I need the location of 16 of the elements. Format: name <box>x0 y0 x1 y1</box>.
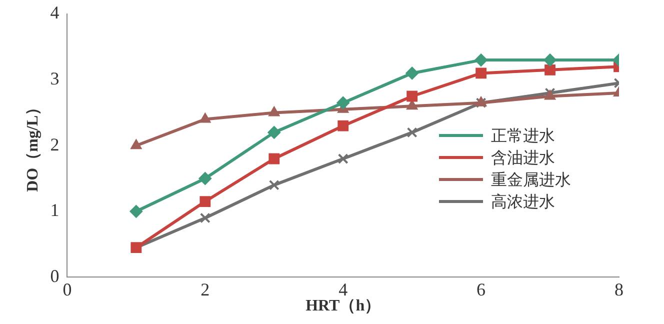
legend-label: 正常进水 <box>491 124 555 147</box>
x-tick-label: 4 <box>338 280 348 300</box>
x-axis-title: HRT（h） <box>306 298 381 315</box>
x-tick-label: 6 <box>476 280 486 300</box>
legend-label: 含油进水 <box>491 146 555 169</box>
x-tick-label: 2 <box>200 280 210 300</box>
x-tick-label: 8 <box>614 280 624 300</box>
y-tick-label: 0 <box>50 266 60 286</box>
legend-label: 重金属进水 <box>491 168 571 191</box>
x-tick-label: 0 <box>62 280 72 300</box>
y-tick-label: 2 <box>50 134 60 154</box>
y-axis-title: DO（mg/L） <box>24 99 42 192</box>
y-tick-label: 3 <box>50 68 60 89</box>
y-tick-label: 4 <box>50 2 60 23</box>
y-tick-label: 1 <box>50 200 60 220</box>
legend-label: 高浓进水 <box>491 190 555 213</box>
